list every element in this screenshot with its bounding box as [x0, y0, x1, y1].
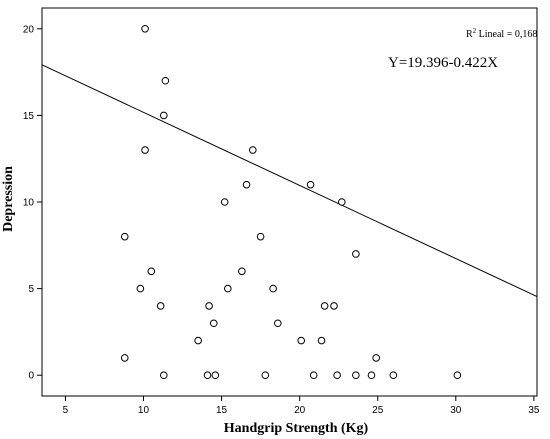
y-tick-label: 0: [28, 371, 34, 382]
data-point: [306, 180, 315, 189]
data-point: [224, 284, 232, 293]
data-point: [141, 24, 149, 33]
data-point: [367, 371, 376, 380]
x-tick-label: 35: [528, 405, 540, 416]
y-tick-label: 15: [23, 111, 35, 122]
r-squared-annotation: R2 Lineal = 0,168: [466, 27, 537, 40]
data-point: [194, 336, 202, 345]
x-tick-label: 30: [450, 405, 462, 416]
data-point: [159, 111, 168, 120]
data-point: [333, 371, 341, 380]
data-point: [211, 371, 220, 380]
axis-ticks: [37, 28, 535, 401]
axis-tick-labels: 5 10 15 20 25 30 35 0 5 10 15 20: [23, 24, 540, 416]
data-point: [249, 146, 257, 154]
data-point: [453, 371, 462, 380]
data-points: [120, 24, 462, 380]
data-point: [372, 354, 380, 362]
y-tick-label: 10: [23, 198, 35, 209]
x-tick-label: 20: [294, 405, 306, 416]
data-point: [261, 371, 270, 380]
data-point: [273, 319, 282, 328]
x-tick-label: 5: [63, 405, 69, 416]
data-point: [120, 354, 129, 362]
data-point: [317, 336, 326, 345]
data-point: [159, 371, 168, 380]
regression-equation: Y=19.396-0.422X: [388, 55, 498, 71]
x-tick-label: 15: [216, 405, 228, 416]
data-point: [256, 232, 265, 241]
x-axis-title: Handgrip Strength (Kg): [224, 421, 369, 436]
data-point: [338, 198, 346, 206]
data-point: [147, 267, 156, 276]
data-point: [352, 250, 360, 258]
data-point: [242, 180, 251, 189]
x-tick-label: 10: [138, 405, 150, 416]
data-point: [220, 198, 229, 206]
data-point: [330, 302, 338, 310]
data-point: [120, 232, 129, 241]
data-point: [309, 371, 318, 380]
y-axis-title: Depression: [1, 166, 16, 232]
data-point: [209, 319, 218, 328]
data-point: [136, 284, 145, 293]
data-point: [389, 371, 398, 380]
data-point: [205, 302, 213, 310]
regression-line: [41, 64, 538, 298]
data-point: [352, 371, 360, 380]
data-point: [269, 284, 277, 293]
data-point: [238, 267, 246, 276]
data-point: [203, 371, 212, 380]
data-point: [141, 146, 149, 154]
y-tick-label: 5: [28, 284, 34, 295]
data-point: [320, 302, 329, 310]
x-tick-label: 25: [372, 405, 384, 416]
y-tick-label: 20: [23, 24, 35, 35]
data-point: [156, 302, 165, 310]
data-point: [161, 76, 170, 85]
data-point: [297, 336, 306, 345]
